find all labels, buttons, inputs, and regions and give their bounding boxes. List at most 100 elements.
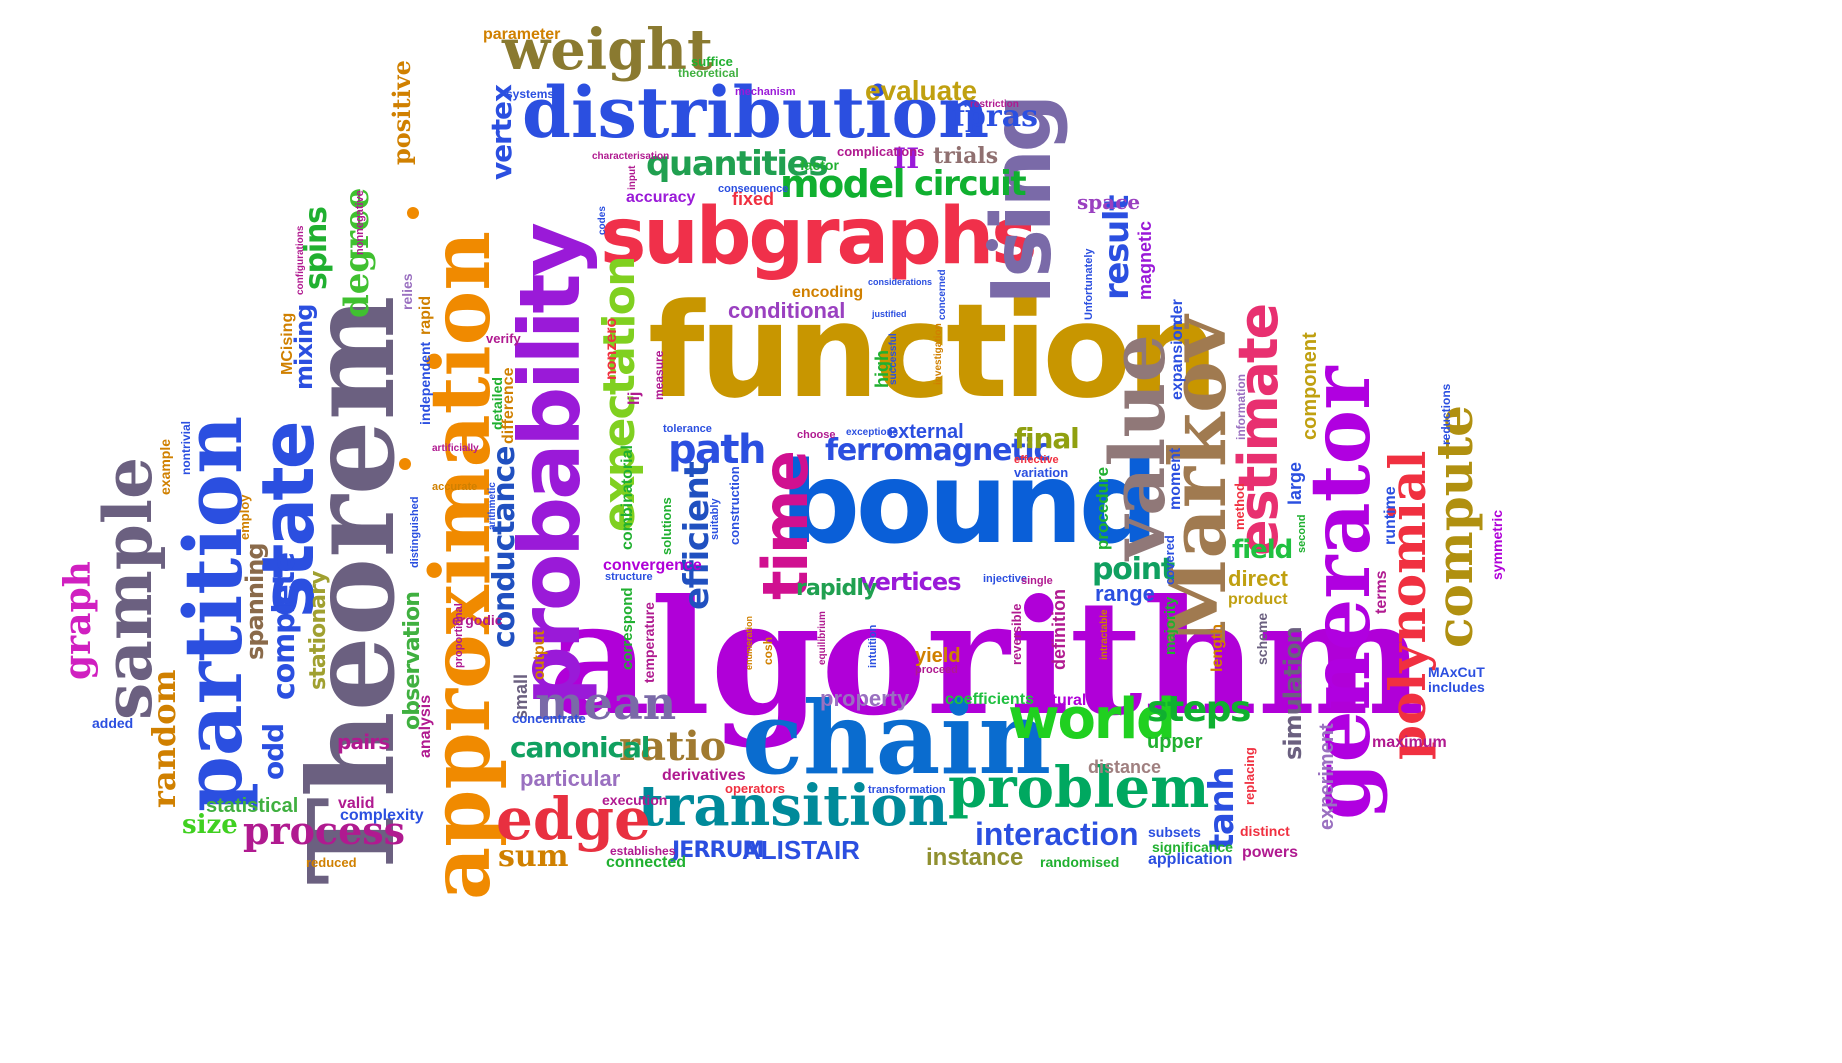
word-mcising: MCising <box>279 312 296 375</box>
word-transition: transition <box>638 773 949 839</box>
word-reductions: reductions <box>1439 383 1453 445</box>
word-proceed: proceed <box>915 664 958 676</box>
word-expansion: expansion <box>1169 320 1186 400</box>
word-point: point <box>1092 552 1175 587</box>
word-covered: covered <box>1162 535 1177 585</box>
word-nonzero: nonzero <box>603 317 620 380</box>
word-spins: spins <box>299 207 334 290</box>
word-second: second <box>1296 514 1308 553</box>
word-includes: includes <box>1428 679 1485 695</box>
word-conditional: conditional <box>728 298 846 323</box>
word-application: application <box>1148 851 1233 868</box>
word-definition: definition <box>1049 589 1069 670</box>
word-single: single <box>1021 575 1053 587</box>
word-spanning: spanning <box>241 543 269 660</box>
word-edge: edge <box>496 785 651 853</box>
word-exceptions: exceptions <box>846 427 899 438</box>
word-proportional: proportional <box>453 603 465 668</box>
word-injective: injective <box>983 573 1028 585</box>
word-graph: graph <box>57 561 99 680</box>
word-odd: odd <box>257 724 290 780</box>
word-symmetric: symmetric <box>1489 509 1505 580</box>
word-choose: choose <box>797 429 836 441</box>
word-statistical: statistical <box>206 795 299 817</box>
word-subgraphs: subgraphs <box>600 192 1038 282</box>
word-intractable: intractable <box>1099 609 1110 660</box>
word-method: method <box>1232 483 1247 530</box>
word-solutions: solutions <box>659 497 674 555</box>
word-rapidly: rapidly <box>796 576 877 601</box>
word-nontrivial: nontrivial <box>179 420 193 475</box>
word-combinatorial: combinatorial <box>619 445 636 550</box>
word-process: process <box>243 808 406 853</box>
word-jerrum: JERRUM <box>672 838 764 863</box>
word-particular: particular <box>520 766 621 791</box>
word-vertices: vertices <box>860 568 962 596</box>
word-factor: factor <box>800 157 839 173</box>
word-valid: valid <box>338 795 375 812</box>
word-characterisation: characterisation <box>592 151 670 162</box>
word-difference: difference <box>500 367 517 444</box>
word-pairs: pairs <box>337 730 390 754</box>
word-successful: successful <box>888 333 899 385</box>
word-world: world <box>1008 687 1176 752</box>
word-bound: bound <box>780 439 1159 569</box>
word-complete: complete <box>267 553 302 700</box>
word-function: function <box>648 275 1219 427</box>
word-yield: yield <box>915 645 961 667</box>
word-transformation: transformation <box>868 784 946 796</box>
word-configurations: configurations <box>295 225 306 295</box>
word-structure: structure <box>605 571 653 583</box>
word-instance: instance <box>926 844 1024 871</box>
word-accurate: accurate <box>432 481 478 493</box>
word-operators: operators <box>725 781 785 796</box>
word-powers: powers <box>1242 844 1299 861</box>
word-reduced: reduced <box>306 855 357 870</box>
word-coefficients: coefficients <box>945 691 1034 708</box>
word-evaluate: evaluate <box>865 75 978 106</box>
word-output: output <box>531 630 548 680</box>
word-intuition: intuition <box>867 624 879 668</box>
word-concerned: concerned <box>937 269 948 320</box>
word-large: large <box>1285 461 1305 505</box>
word-fpras: fpras <box>952 99 1039 134</box>
word-magnetic: magnetic <box>1135 220 1155 300</box>
word-employ: employ <box>237 494 252 540</box>
word-convergence: convergence <box>603 557 702 574</box>
word-scheme: scheme <box>1254 612 1270 665</box>
word-property: property <box>820 686 910 711</box>
word-encoding: encoding <box>792 284 864 301</box>
word-codes: codes <box>597 206 608 235</box>
word-stationary: stationary <box>306 571 331 690</box>
word-alistair: ALISTAIR <box>742 835 860 865</box>
word-distinct: distinct <box>1240 823 1290 839</box>
word-accuracy: accuracy <box>626 189 696 206</box>
word-information: information <box>1234 374 1248 440</box>
word-cosh: cosh <box>761 636 775 665</box>
word-concentrate: concentrate <box>512 711 586 726</box>
word-input: input <box>627 165 638 190</box>
word-final: final <box>1014 422 1080 455</box>
word-enumeration: enumeration <box>744 615 754 670</box>
word-justified: justified <box>872 309 907 319</box>
word-mechanism: mechanism <box>735 86 796 98</box>
word-establishes: establishes <box>610 844 676 858</box>
word-variation: variation <box>1014 465 1069 480</box>
word-rapid: rapid <box>417 295 434 335</box>
word-problem: problem <box>948 755 1210 821</box>
word-experiment: experiment <box>1316 723 1338 830</box>
word-field: field <box>1232 535 1293 565</box>
word-execution: execution <box>602 792 668 808</box>
word-maxcut: MAxCuT <box>1428 664 1485 680</box>
word-considerations: considerations <box>868 277 933 287</box>
word-distribution: distribution <box>522 71 990 154</box>
word-steps: steps <box>1147 689 1252 730</box>
word-natural: natural <box>1033 692 1087 709</box>
word-ii: II <box>893 142 920 175</box>
word-theoretical: theoretical <box>678 66 739 80</box>
word-relies: relies <box>399 273 415 310</box>
word-majority: majority <box>1162 596 1179 655</box>
word-product: product <box>1228 591 1288 608</box>
word-circuit: circuit <box>914 164 1027 204</box>
